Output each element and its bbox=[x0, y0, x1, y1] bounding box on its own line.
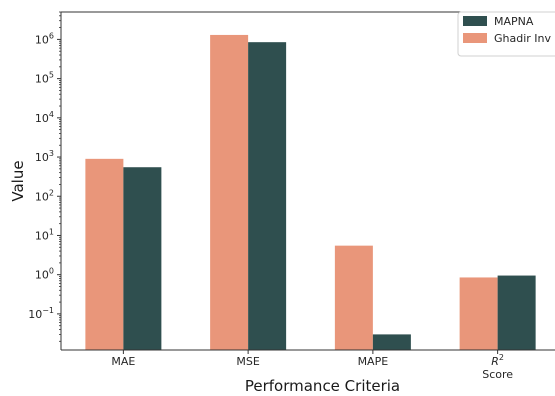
legend: MAPNA Ghadir Inv bbox=[457, 11, 555, 57]
x-tick-label: R2 bbox=[491, 353, 504, 368]
x-tick-label: MSE bbox=[236, 355, 259, 368]
bar-ghadir-inv bbox=[459, 277, 498, 350]
bar-ghadir-inv bbox=[210, 34, 249, 350]
legend-label: MAPNA bbox=[494, 15, 534, 28]
legend-label: Ghadir Inv bbox=[494, 32, 552, 45]
y-axis-title: Value bbox=[9, 160, 27, 201]
bar-mapna bbox=[248, 42, 287, 350]
y-tick-label: 100 bbox=[35, 267, 54, 282]
legend-swatch bbox=[463, 16, 487, 26]
bar-mapna bbox=[372, 334, 411, 350]
bars bbox=[85, 34, 536, 350]
x-tick-label-line2: Score bbox=[482, 368, 513, 381]
y-tick-label: 103 bbox=[35, 149, 54, 164]
bar-ghadir-inv bbox=[334, 245, 373, 350]
y-tick-label: 104 bbox=[35, 110, 54, 125]
x-tick-label: MAPE bbox=[358, 355, 389, 368]
y-tick-label: 106 bbox=[35, 31, 54, 46]
bar-mapna bbox=[123, 167, 162, 350]
bar-mapna bbox=[497, 275, 536, 350]
y-tick-label: 105 bbox=[35, 71, 54, 86]
x-axis-title: Performance Criteria bbox=[245, 377, 400, 395]
bar-ghadir-inv bbox=[85, 158, 124, 350]
y-tick-label: 102 bbox=[35, 188, 54, 203]
y-tick-label: 101 bbox=[35, 227, 54, 242]
y-tick-label: 10−1 bbox=[28, 306, 54, 321]
legend-swatch bbox=[463, 33, 487, 43]
y-axis: 10−1 100 101 102 103 104 105 106 bbox=[28, 11, 61, 342]
x-tick-label: MAE bbox=[111, 355, 135, 368]
